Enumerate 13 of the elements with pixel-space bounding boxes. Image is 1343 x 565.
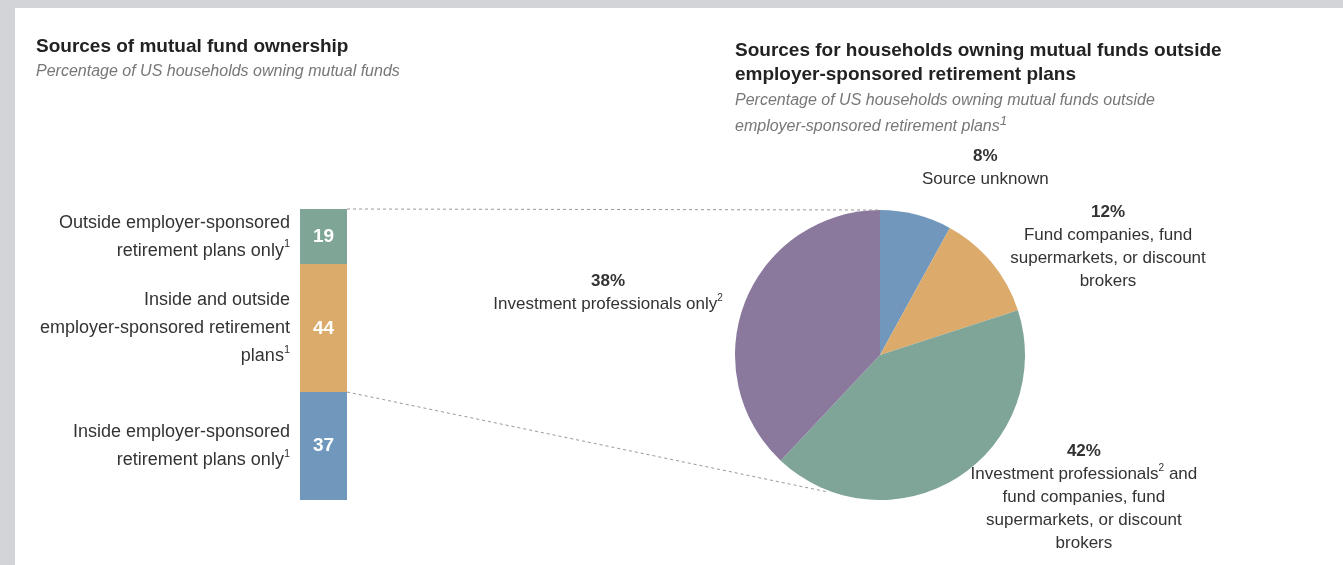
slice-label: Source unknown: [922, 169, 1049, 189]
data-label: 19: [312, 224, 335, 246]
chart-title: Sources for households owning mutual funds outside employer-sponsored retirement plans: [735, 38, 1223, 86]
data-label: 42%: [1066, 441, 1101, 461]
chart-title: Sources of mutual fund ownership: [36, 34, 350, 58]
data-label: 12%: [1091, 202, 1126, 222]
data-label: 8%: [973, 146, 998, 166]
data-label: 44: [312, 316, 335, 338]
chart-subtitle: Percentage of US households owning mutual funds outside employer-sponsored retirement plans$^{1}$: [735, 90, 1156, 137]
slice-label: Fund companies, fund supermarkets, or discount brokers: [1010, 225, 1207, 291]
data-label: 37: [312, 434, 335, 456]
data-label: 38%: [591, 270, 626, 290]
chart-subtitle: Percentage of US households owning mutual funds: [36, 61, 401, 81]
